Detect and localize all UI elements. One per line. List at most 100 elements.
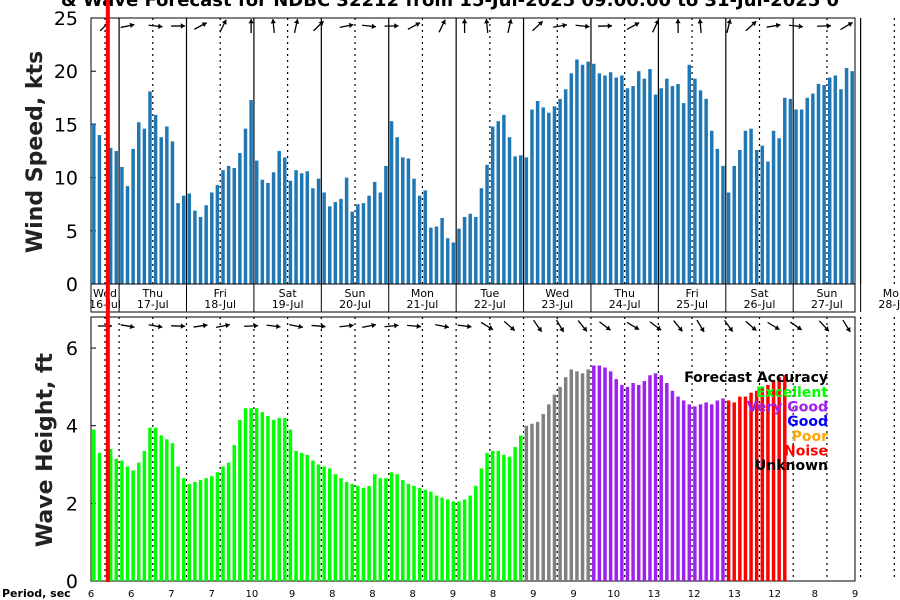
wave-bar [361,487,366,581]
wave-bar [97,452,102,581]
wind-bar [266,182,270,284]
wave-bar [704,402,708,581]
wave-bar [215,472,220,581]
period-tick-label: 10 [607,589,620,600]
wind-bar [108,147,113,284]
wind-bar [710,130,714,284]
wind-bar [462,216,467,284]
wind-bar [479,188,484,284]
wave-bar [451,501,456,581]
period-row: Period, sec 6 6 7 7 10 9 8 8 8 9 8 9 9 10 13 12 13 12 8 9 [2,587,858,600]
wave-arrow [599,321,611,331]
wind-bar [777,138,781,284]
wind-bar [614,77,618,284]
wave-bar [429,491,433,581]
wind-bar [805,97,809,284]
wind-bar [344,177,349,284]
wave-bar [238,419,242,581]
wind-bar [176,203,180,284]
legend-title: Forecast Accuracy [684,370,828,386]
wind-arrow [313,20,324,32]
wind-bar [232,168,236,284]
wave-bar [580,373,585,581]
wave-arrow [533,319,543,333]
wave-bar [148,427,152,581]
wave-bar [474,485,478,581]
period-tick-label: 9 [450,589,456,600]
legend-entry: Good [787,414,828,430]
wind-bar [496,121,501,284]
wave-bar [468,495,472,581]
wave-bar [445,499,450,581]
legend-entry: Excellent [756,385,828,401]
wave-bar [715,400,720,581]
wind-bar [142,128,147,284]
wave-bar [339,478,343,581]
period-tick-label: 8 [329,589,335,600]
wind-bar [350,211,354,284]
wind-bar [665,78,669,284]
wave-arrow [767,321,780,331]
day-name-label: Tue [479,287,499,300]
day-name-label: Sat [750,287,769,300]
wind-bar [254,160,259,284]
wave-bar [316,464,321,581]
wind-arrow [120,22,135,29]
wind-bar [580,64,585,284]
period-tick-label: 7 [208,589,214,600]
wave-arrow [120,323,135,330]
wave-bar [541,414,545,581]
wave-bar [502,454,506,581]
wave-bar [181,478,186,581]
wave-arrow [362,322,377,329]
wind-panel: Wind Speed, kts 0 5 10 15 20 25 [23,8,895,296]
wave-arrow [148,323,163,330]
wind-arrow [788,23,804,29]
day-date-label: 25-Jul [676,298,708,311]
wave-arrow [406,323,422,329]
wind-bar [249,99,253,284]
wind-bar [417,195,422,284]
wave-arrow [745,320,757,332]
wave-arrow [339,323,354,329]
wind-bar [715,148,720,284]
wave-bar [732,402,736,581]
wave-arrow [435,323,450,330]
wind-arrow [766,22,781,29]
wind-bar [783,97,787,284]
wind-bar [288,180,293,284]
wind-bar [721,165,725,284]
wave-bar [754,390,759,581]
wind-bar [676,83,680,284]
wind-bar [159,137,163,284]
wave-bar [271,419,276,581]
wind-bar [339,198,343,284]
wave-bar [406,483,411,581]
day-label-row: Wed16-JulThu17-JulFri18-JulSat19-JulSun2… [89,283,900,313]
period-tick-label: 6 [88,589,94,600]
wind-bar [575,59,579,284]
wind-arrow [384,23,399,29]
wind-bar [114,151,119,284]
day-row-frame [90,283,856,313]
wind-bar [552,106,557,284]
chart-title: & Wave Forecast for NDBC 32212 from 15-J… [61,0,839,11]
wind-bar [788,98,793,284]
wind-bar [170,141,175,284]
wind-bar [311,188,315,284]
wave-bar [636,384,641,581]
day-date-label: 20-Jul [339,298,371,311]
wind-bar [749,128,753,284]
wind-bar [457,228,461,284]
wave-bar [294,450,298,581]
wind-bar [153,114,158,284]
wave-bar [738,396,742,581]
wind-arrow [532,20,544,32]
wave-bar [653,373,658,581]
day-date-label: 23-Jul [541,298,573,311]
wind-arrow [507,19,513,33]
day-date-label: 22-Jul [474,298,506,311]
wave-arrow [555,319,565,333]
wave-bar [170,443,175,581]
